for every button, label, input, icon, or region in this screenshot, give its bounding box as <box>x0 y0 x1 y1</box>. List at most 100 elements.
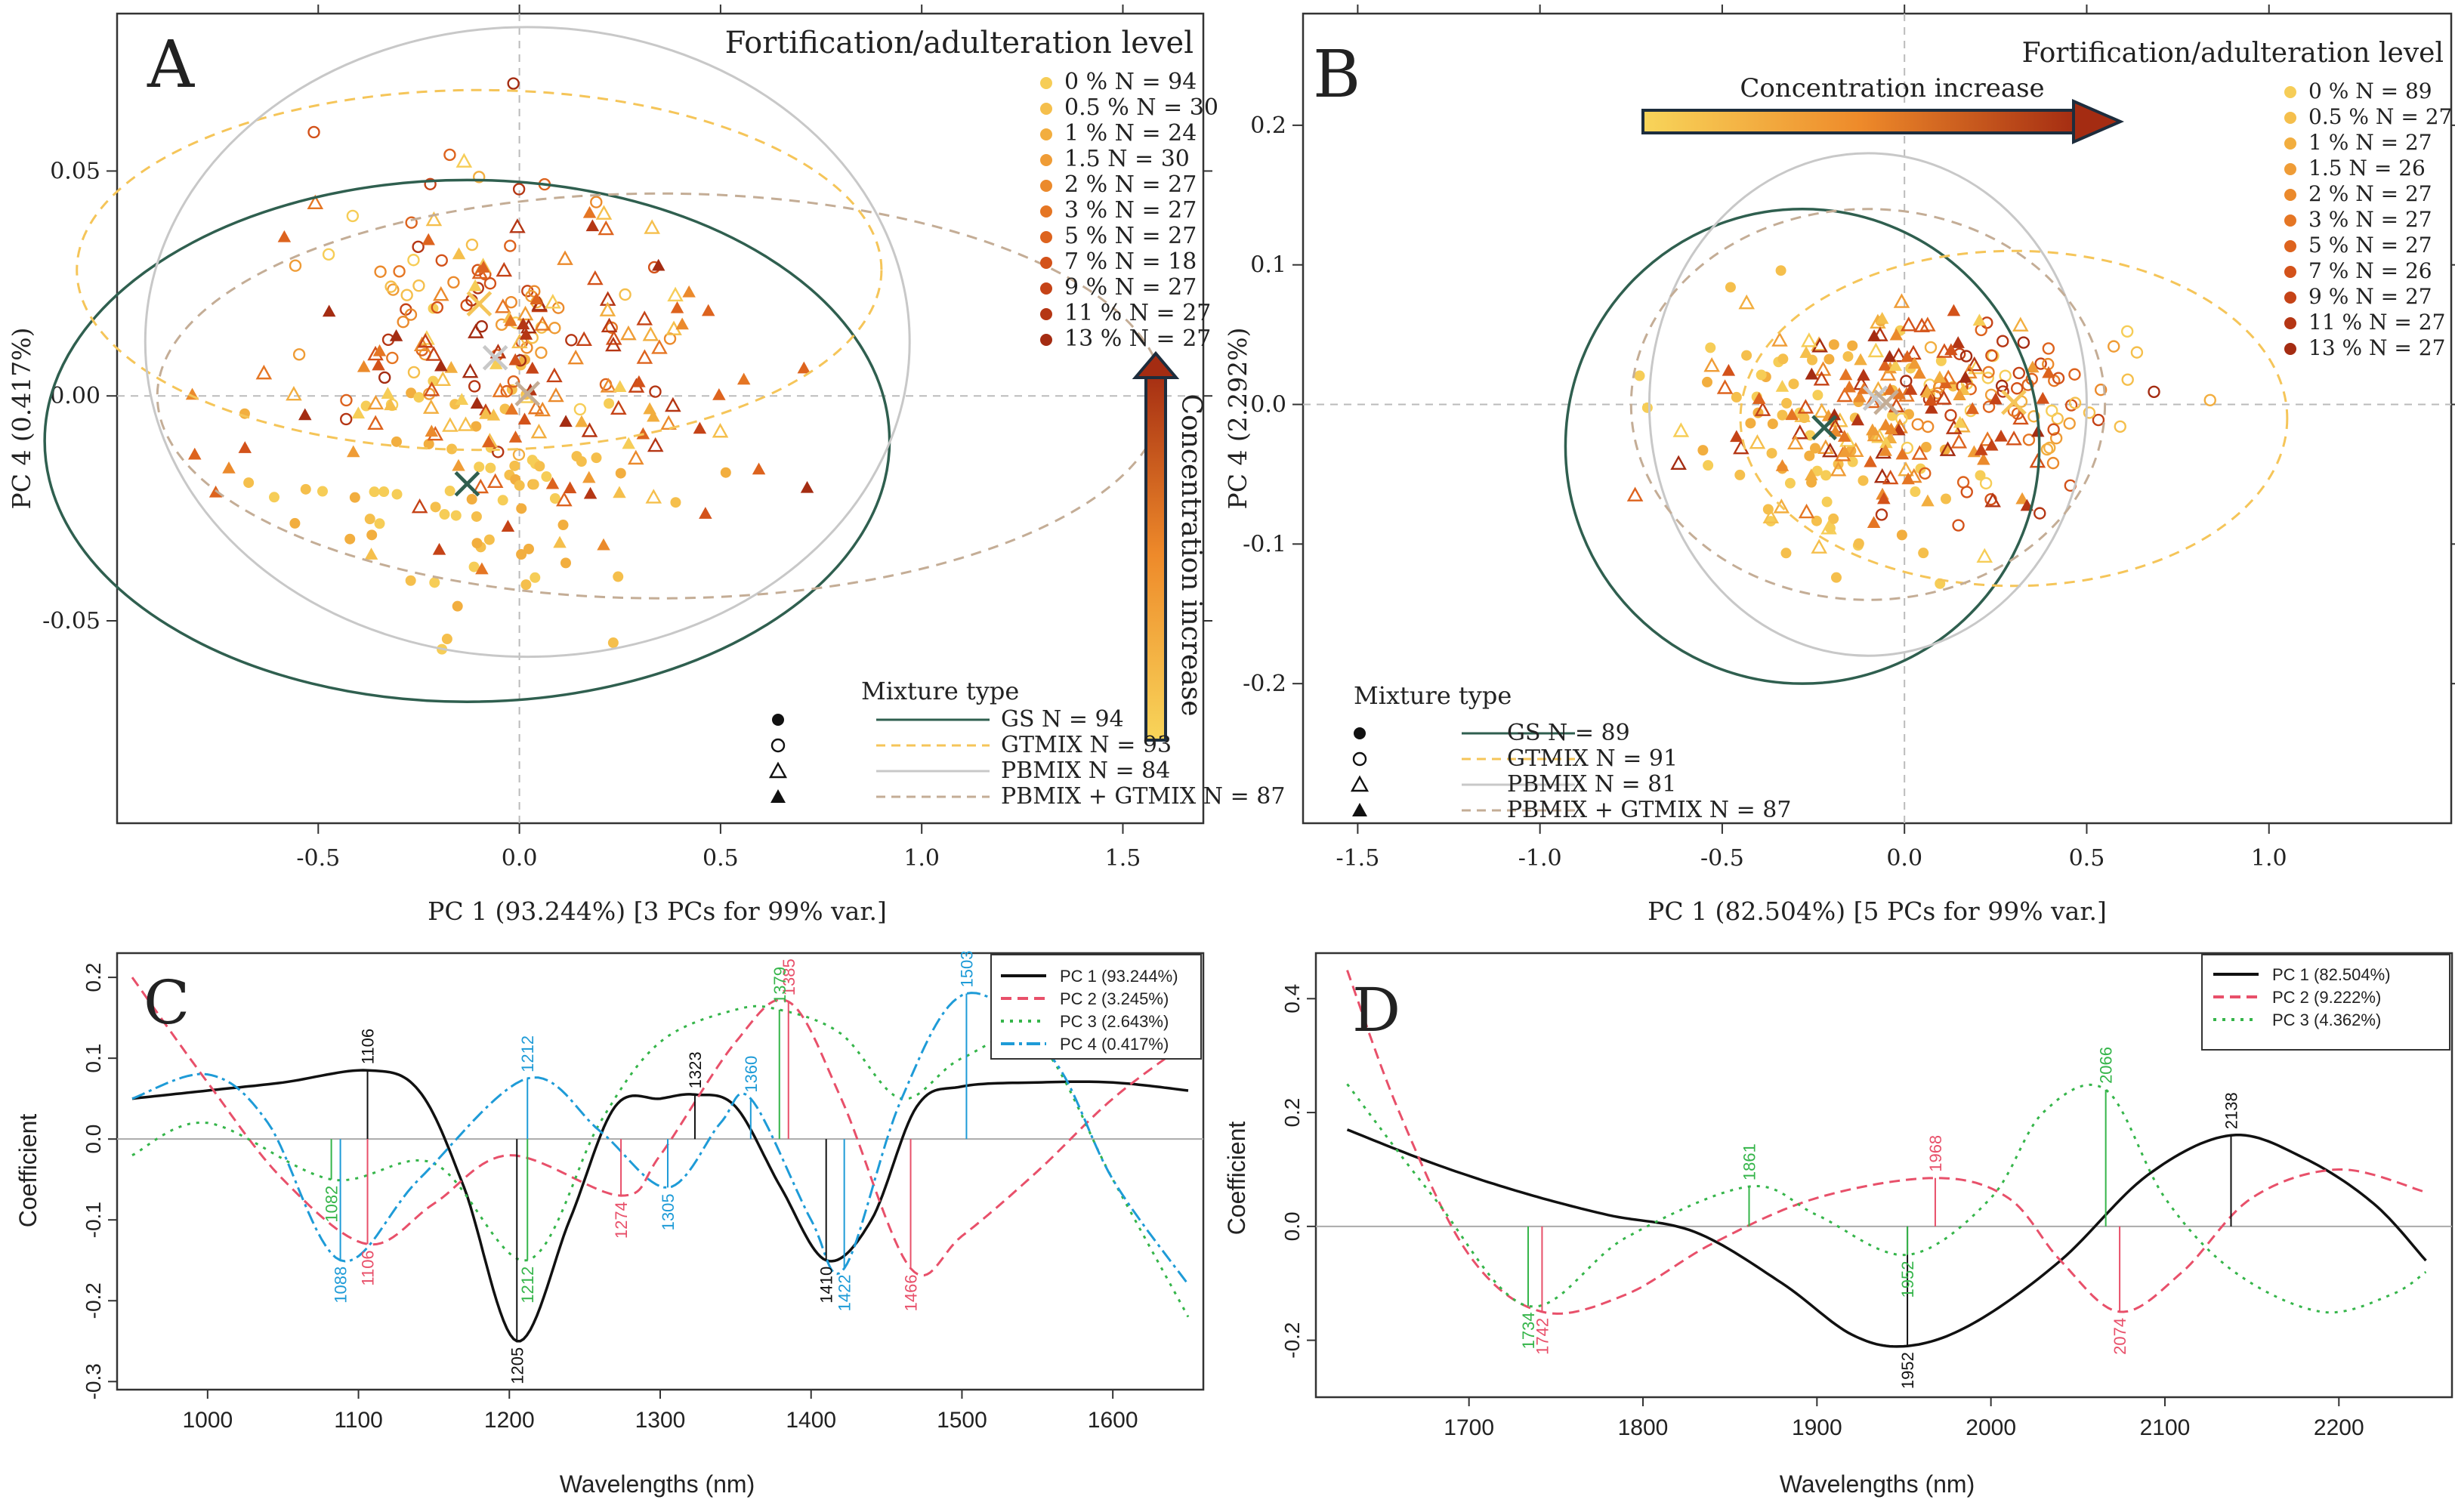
B-point <box>1837 430 1851 442</box>
B-point <box>1994 429 2008 442</box>
B-point <box>1921 494 1935 507</box>
A-point <box>286 385 302 401</box>
B-xtick-label: 0.5 <box>2069 845 2105 872</box>
A-point <box>505 295 517 309</box>
B-level-swatch <box>2284 163 2296 175</box>
B-point <box>1901 472 1915 485</box>
A-point <box>548 387 564 403</box>
A-point <box>590 196 603 208</box>
A-point <box>222 461 236 474</box>
B-point <box>1911 418 1924 431</box>
A-point <box>559 415 573 427</box>
B-point <box>1741 350 1752 361</box>
C-ytick-label: -0.2 <box>82 1282 105 1319</box>
B-point <box>1901 441 1914 455</box>
A-point <box>364 514 375 525</box>
A-point <box>486 409 501 421</box>
A-point <box>613 380 627 393</box>
A-point <box>369 486 380 498</box>
A-point <box>701 304 715 316</box>
A-level-label: 13 % N = 27 <box>1064 326 1211 352</box>
B-point <box>1641 402 1653 413</box>
B-point <box>1828 424 1842 437</box>
C-ytick-label: 0.0 <box>82 1125 105 1154</box>
B-point <box>1814 361 1832 376</box>
A-point <box>620 325 637 341</box>
C-xtick-label: 1600 <box>1088 1408 1138 1433</box>
B-point <box>2012 409 2029 425</box>
A-point <box>378 486 390 498</box>
panel-a-marks: -0.5 0.0 0.5 1.0 1.5-0.050.000.05×××× <box>42 5 1212 872</box>
B-point <box>1919 467 1932 480</box>
A-point <box>393 265 406 278</box>
B-point <box>1838 445 1851 458</box>
B-mixture-label: PBMIX + GTMIX N = 87 <box>1507 797 1791 823</box>
B-point <box>1730 430 1743 443</box>
B-point <box>1966 356 1983 372</box>
B-point <box>1961 363 1978 379</box>
A-point <box>423 438 434 449</box>
panel-b-ylabel: PC 4 (2.292%) <box>1223 327 1252 509</box>
B-level-swatch <box>2284 214 2296 227</box>
B-point <box>1959 350 1973 363</box>
A-point <box>530 292 544 305</box>
B-point <box>1952 519 1965 532</box>
panel-c-ylabel: Coefficient <box>14 1114 42 1228</box>
A-point <box>613 571 624 582</box>
B-point <box>1924 341 1938 354</box>
A-point <box>699 507 712 519</box>
B-point <box>1888 359 1902 371</box>
A-point <box>422 233 435 245</box>
A-point <box>670 301 684 313</box>
C-annotation-label: 1379 <box>770 967 789 1004</box>
A-point <box>530 572 541 583</box>
B-ellipse <box>1564 208 2041 685</box>
A-level-swatch <box>1040 231 1052 243</box>
B-point <box>2026 360 2040 373</box>
B-level-label: 0 % N = 89 <box>2308 79 2432 103</box>
B-level-swatch <box>2284 317 2296 329</box>
A-point <box>720 467 731 478</box>
A-ytick-label: 0.05 <box>50 158 100 184</box>
C-xtick-label: 1300 <box>635 1408 686 1433</box>
B-point <box>1722 363 1736 376</box>
A-point <box>645 489 662 504</box>
A-point <box>619 288 632 301</box>
A-point <box>238 441 252 453</box>
panel-b-mixture-title: Mixture type <box>1354 681 1512 710</box>
D-annotation-label: 1861 <box>1740 1143 1759 1180</box>
A-point <box>576 455 587 467</box>
B-point <box>1766 448 1777 459</box>
A-point <box>599 301 616 316</box>
B-point <box>2010 382 2024 395</box>
B-centroid: × <box>1867 375 1905 428</box>
B-point <box>1828 513 1839 524</box>
D-annotation-label: 1968 <box>1926 1135 1945 1172</box>
C-annotation-label: 1106 <box>359 1250 378 1285</box>
A-point <box>797 361 811 374</box>
B-point <box>1889 328 1904 341</box>
A-point <box>553 535 567 548</box>
A-point <box>455 393 469 406</box>
A-point <box>389 329 403 341</box>
A-point <box>413 336 431 352</box>
C-series-line <box>131 977 1189 1277</box>
B-mixture-label: PBMIX N = 81 <box>1507 771 1676 798</box>
A-point <box>649 385 662 398</box>
D-annotation-label: 2074 <box>2111 1318 2129 1355</box>
A-point <box>413 392 425 403</box>
panel-a-arrow <box>1144 369 1167 742</box>
A-level-label: 11 % N = 27 <box>1064 300 1211 326</box>
B-point <box>1836 387 1853 403</box>
B-point <box>1716 379 1734 394</box>
A-centroid: × <box>476 331 514 384</box>
B-point <box>1996 335 2009 347</box>
A-point <box>582 205 597 218</box>
B-point <box>2036 391 2050 404</box>
B-point <box>2094 383 2108 397</box>
B-point <box>1875 311 1889 324</box>
A-level-label: 1 % N = 24 <box>1064 120 1197 147</box>
B-point <box>1775 265 1786 276</box>
A-ellipse <box>76 88 883 452</box>
B-ellipse <box>1647 152 2088 657</box>
